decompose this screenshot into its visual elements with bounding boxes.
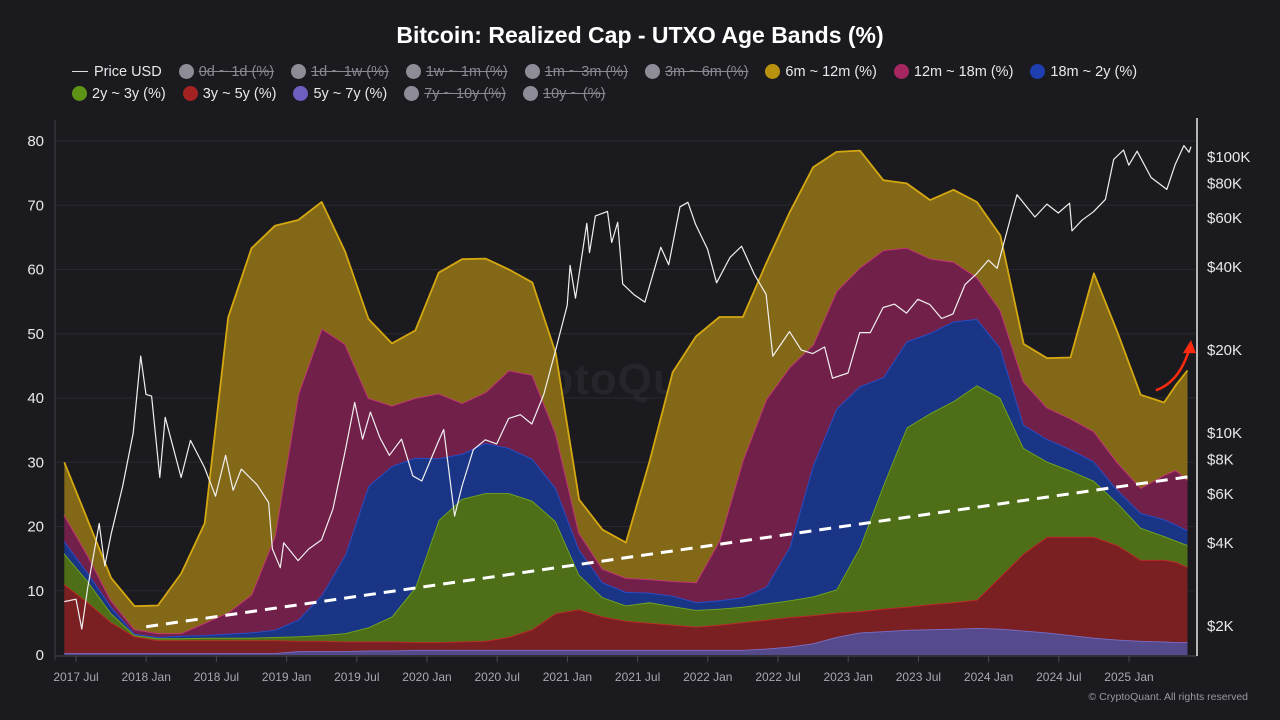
- y-left-tick-label: 0: [36, 647, 44, 664]
- dot-swatch-icon: [293, 86, 309, 101]
- dot-swatch-icon: [291, 64, 307, 79]
- y-right-tick-label: $40K: [1207, 259, 1242, 276]
- legend-item[interactable]: 7y ~ 10y (%): [404, 84, 506, 103]
- y-left-tick-label: 70: [27, 197, 44, 214]
- y-left-tick-label: 60: [27, 262, 44, 279]
- legend-label: 0d ~ 1d (%): [198, 63, 275, 80]
- legend-label: 1w ~ 1m (%): [425, 63, 508, 80]
- dot-swatch-icon: [524, 64, 540, 79]
- area-band-edge: [63, 149, 1189, 608]
- legend-item[interactable]: 0d ~ 1d (%): [178, 62, 275, 81]
- x-tick-label: 2025 Jan: [1104, 670, 1153, 684]
- area-band: [64, 385, 1188, 643]
- y-right-tick-label: $20K: [1207, 342, 1242, 359]
- dot-swatch-icon: [178, 64, 194, 79]
- y-right-tick-label: $8K: [1207, 452, 1234, 469]
- area-band: [64, 536, 1188, 654]
- legend-item[interactable]: 5y ~ 7y (%): [293, 84, 387, 103]
- legend-item[interactable]: 12m ~ 18m (%): [893, 62, 1014, 81]
- legend-label: 3y ~ 5y (%): [202, 85, 277, 102]
- x-tick-label: 2018 Jul: [194, 670, 239, 684]
- x-tick-label: 2018 Jan: [122, 670, 171, 684]
- area-band: [64, 319, 1188, 639]
- dot-swatch-icon: [893, 64, 909, 79]
- price-usd-line: [64, 145, 1192, 630]
- legend-item[interactable]: 1m ~ 3m (%): [524, 62, 629, 81]
- legend-label: Price USD: [94, 63, 162, 80]
- legend-item[interactable]: 6m ~ 12m (%): [765, 62, 877, 81]
- x-tick-label: 2024 Jan: [964, 670, 1013, 684]
- legend-item[interactable]: 1w ~ 1m (%): [405, 62, 508, 81]
- dot-swatch-icon: [72, 86, 87, 101]
- y-left-tick-label: 30: [27, 454, 44, 471]
- legend-label: 12m ~ 18m (%): [913, 63, 1014, 80]
- y-left-tick-label: 50: [27, 326, 44, 343]
- legend-item[interactable]: Price USD: [72, 62, 162, 81]
- dot-swatch-icon: [404, 86, 420, 101]
- area-band: [64, 628, 1188, 655]
- x-tick-label: 2019 Jan: [262, 670, 311, 684]
- legend-label: 1d ~ 1w (%): [311, 63, 389, 80]
- legend-label: 7y ~ 10y (%): [424, 85, 506, 102]
- legend-item[interactable]: 3m ~ 6m (%): [645, 62, 748, 81]
- y-right-tick-label: $60K: [1207, 210, 1242, 227]
- y-right-tick-label: $100K: [1207, 149, 1250, 166]
- x-tick-label: 2022 Jul: [755, 670, 800, 684]
- y-right-tick-label: $10K: [1207, 425, 1242, 442]
- dot-swatch-icon: [405, 64, 421, 79]
- price-line-layer: [64, 145, 1192, 630]
- x-tick-label: 2021 Jan: [543, 670, 592, 684]
- x-tick-label: 2020 Jan: [402, 670, 451, 684]
- legend-label: 5y ~ 7y (%): [313, 85, 388, 102]
- legend-item[interactable]: 2y ~ 3y (%): [72, 84, 166, 103]
- y-right-tick-label: $2K: [1207, 618, 1234, 635]
- y-right-tick-label: $4K: [1207, 535, 1234, 552]
- legend-item[interactable]: 10y ~ (%): [523, 84, 605, 103]
- y-right-tick-label: $6K: [1207, 486, 1234, 503]
- copyright: © CryptoQuant. All rights reserved: [1088, 691, 1248, 703]
- x-tick-label: 2019 Jul: [334, 670, 379, 684]
- legend-label: 2y ~ 3y (%): [92, 85, 166, 102]
- dot-swatch-icon: [765, 64, 781, 79]
- x-tick-label: 2023 Jul: [896, 670, 941, 684]
- chart-title: Bitcoin: Realized Cap - UTXO Age Bands (…: [396, 22, 884, 48]
- dashed-trend-line: [145, 474, 1192, 629]
- dot-swatch-icon: [523, 86, 538, 101]
- annotations: [145, 340, 1196, 629]
- legend-label: 3m ~ 6m (%): [665, 63, 749, 80]
- y-left-tick-label: 40: [27, 390, 44, 407]
- legend-label: 10y ~ (%): [543, 85, 606, 102]
- y-left-tick-label: 80: [27, 133, 44, 150]
- line-swatch-icon: [72, 71, 88, 72]
- axes: 0 10 20 30 40 50 60 70 80 $100K $80K $60K $40K $20K $1…: [27, 118, 1250, 684]
- legend-item[interactable]: 3y ~ 5y (%): [182, 84, 277, 103]
- x-tick-label: 2021 Jul: [615, 670, 660, 684]
- legend-label: 1m ~ 3m (%): [544, 63, 629, 80]
- x-tick-label: 2024 Jul: [1036, 670, 1081, 684]
- y-right-tick-label: $80K: [1207, 176, 1242, 193]
- stacked-areas: [63, 149, 1189, 655]
- y-left-tick-label: 20: [27, 519, 44, 536]
- legend-label: 18m ~ 2y (%): [1050, 63, 1138, 80]
- x-tick-label: 2017 Jul: [53, 670, 98, 684]
- y-left-tick-label: 10: [27, 583, 44, 600]
- dot-swatch-icon: [645, 64, 661, 79]
- legend-item[interactable]: 1d ~ 1w (%): [291, 62, 389, 81]
- x-tick-label: 2022 Jan: [683, 670, 732, 684]
- legend: Price USD 0d ~ 1d (%) 1d ~ 1w (%) 1w ~ 1m (…: [72, 62, 1222, 103]
- x-tick-label: 2020 Jul: [475, 670, 520, 684]
- legend-label: 6m ~ 12m (%): [785, 63, 877, 80]
- x-tick-label: 2023 Jan: [824, 670, 873, 684]
- dot-swatch-icon: [182, 86, 198, 101]
- area-band: [64, 150, 1188, 634]
- area-band-edge: [63, 384, 1188, 640]
- red-arrow-head-icon: [1182, 340, 1196, 354]
- legend-item[interactable]: 18m ~ 2y (%): [1030, 62, 1137, 81]
- dot-swatch-icon: [1030, 64, 1046, 79]
- red-arrow-shaft: [1155, 349, 1191, 392]
